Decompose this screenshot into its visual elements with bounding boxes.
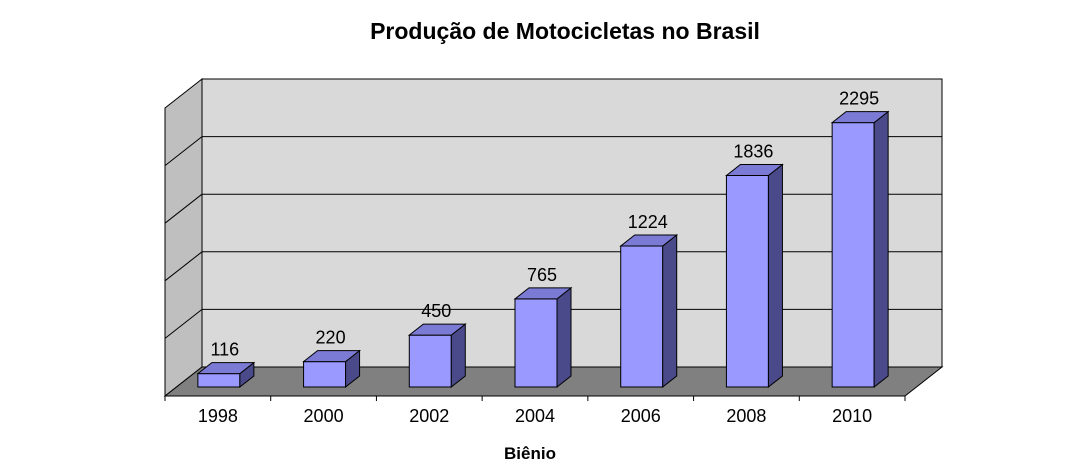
bar-top [724,163,784,176]
bar [830,110,890,389]
x-tick-label: 2008 [726,406,766,426]
x-axis-title: Biênio [504,444,556,463]
bar-side [556,286,572,389]
bar-front [197,373,241,388]
bar-side [767,163,783,389]
bar [302,349,362,389]
chart-title: Produção de Motocicletas no Brasil [370,18,760,44]
bar-top [407,323,467,336]
x-tick-label: 2006 [621,406,661,426]
x-tick-label: 2000 [304,406,344,426]
bar-front [725,174,769,388]
gridline-side [164,309,203,339]
bar-front [514,298,558,388]
data-label: 1224 [628,212,668,232]
bar [619,233,679,389]
x-tick-label: 1998 [198,406,238,426]
gridline-side [164,251,203,282]
bar-top [513,287,573,300]
bar [724,163,784,389]
side-wall [164,77,203,398]
x-axis [164,395,906,401]
bar-top [619,234,679,247]
bar [513,286,573,389]
x-tick-label: 2004 [515,406,555,426]
bar-front [620,245,664,388]
bar-top [196,362,256,375]
data-label: 1836 [733,141,773,161]
chart-walls [163,77,944,398]
bar-side [662,233,678,389]
data-label: 765 [527,265,557,285]
data-labels: 116 220 450 765 1224 1836 2295 [211,89,880,360]
data-label: 2295 [839,89,879,109]
data-label: 220 [316,328,346,348]
gridline-side [164,193,203,224]
back-wall [201,78,943,368]
bar-top [302,350,362,363]
x-tick-label: 2010 [832,406,872,426]
gridline-side [164,136,203,166]
bar-top [830,111,890,124]
bar-front [831,122,875,388]
gridlines [164,136,942,339]
bar [196,361,256,389]
x-tick-labels: 1998 2000 2002 2004 2006 2008 2010 [198,406,872,426]
bar-front [408,334,452,388]
bar-side [873,110,889,389]
x-tick-label: 2002 [409,406,449,426]
bars [196,110,890,389]
data-label: 116 [211,340,240,360]
bar-front [303,361,347,388]
bar [407,323,467,389]
data-label: 450 [421,301,451,321]
